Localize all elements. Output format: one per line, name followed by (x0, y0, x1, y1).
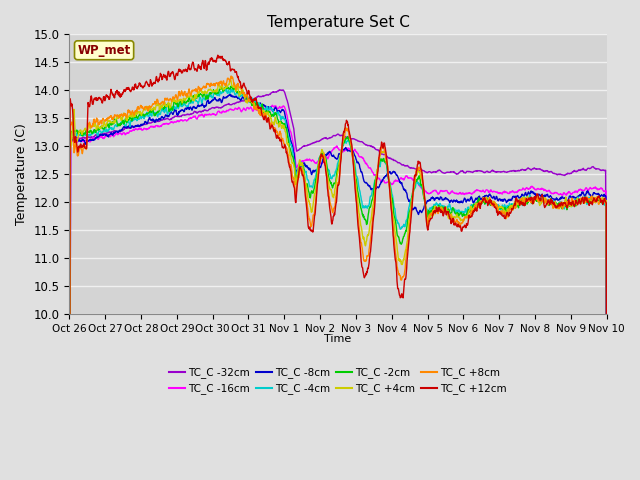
TC_C -16cm (305, 157, 313, 163)
TC_C -32cm (305, 142, 313, 148)
Line: TC_C -32cm: TC_C -32cm (69, 90, 607, 480)
TC_C -32cm (372, 146, 380, 152)
TC_C +8cm (294, 176, 301, 181)
TC_C -4cm (129, 116, 137, 121)
TC_C +4cm (129, 114, 137, 120)
TC_C +8cm (315, 167, 323, 172)
TC_C -8cm (305, 166, 313, 171)
TC_C -4cm (107, 125, 115, 131)
TC_C -8cm (372, 185, 380, 191)
TC_C -4cm (294, 167, 301, 173)
Line: TC_C +12cm: TC_C +12cm (69, 55, 607, 480)
Line: TC_C -2cm: TC_C -2cm (69, 86, 607, 480)
Text: WP_met: WP_met (77, 44, 131, 57)
TC_C -4cm (220, 85, 228, 91)
TC_C -32cm (276, 87, 284, 93)
TC_C +4cm (603, 368, 611, 373)
TC_C -8cm (65, 431, 73, 436)
TC_C +8cm (129, 109, 137, 115)
TC_C +8cm (227, 73, 235, 79)
TC_C -8cm (129, 124, 137, 130)
TC_C -8cm (603, 464, 611, 470)
TC_C -2cm (294, 173, 301, 179)
TC_C +12cm (372, 189, 380, 194)
Line: TC_C -4cm: TC_C -4cm (69, 88, 607, 480)
Title: Temperature Set C: Temperature Set C (267, 15, 410, 30)
TC_C -4cm (315, 159, 323, 165)
TC_C -4cm (603, 366, 611, 372)
TC_C -16cm (294, 163, 301, 169)
TC_C -2cm (315, 162, 323, 168)
Line: TC_C +4cm: TC_C +4cm (69, 79, 607, 480)
TC_C -8cm (107, 130, 115, 136)
Line: TC_C +8cm: TC_C +8cm (69, 76, 607, 480)
TC_C +8cm (107, 114, 115, 120)
TC_C -2cm (305, 189, 313, 195)
TC_C +12cm (214, 52, 221, 58)
TC_C -2cm (129, 116, 137, 121)
Y-axis label: Temperature (C): Temperature (C) (15, 123, 28, 225)
TC_C -16cm (372, 173, 380, 179)
TC_C -2cm (372, 177, 380, 182)
TC_C -32cm (129, 124, 137, 130)
X-axis label: Time: Time (324, 334, 351, 344)
TC_C -8cm (315, 165, 323, 170)
TC_C -32cm (107, 129, 115, 135)
TC_C -16cm (603, 417, 611, 422)
TC_C +4cm (315, 160, 323, 166)
TC_C -8cm (226, 92, 234, 97)
TC_C +12cm (294, 179, 301, 184)
TC_C +4cm (294, 170, 301, 176)
TC_C -16cm (315, 157, 323, 163)
TC_C +8cm (305, 214, 313, 220)
TC_C -32cm (315, 138, 323, 144)
Line: TC_C -16cm: TC_C -16cm (69, 105, 607, 480)
TC_C -2cm (107, 122, 115, 128)
Line: TC_C -8cm: TC_C -8cm (69, 95, 607, 467)
TC_C -4cm (305, 180, 313, 186)
TC_C -32cm (294, 148, 301, 154)
TC_C +8cm (372, 185, 380, 191)
Legend: TC_C -32cm, TC_C -16cm, TC_C -8cm, TC_C -4cm, TC_C -2cm, TC_C +4cm, TC_C +8cm, T: TC_C -32cm, TC_C -16cm, TC_C -8cm, TC_C … (165, 363, 511, 398)
TC_C +4cm (227, 76, 234, 82)
TC_C +12cm (107, 86, 115, 92)
TC_C -16cm (107, 132, 115, 138)
TC_C +4cm (107, 120, 115, 126)
TC_C -8cm (294, 167, 301, 172)
TC_C -16cm (268, 102, 276, 108)
TC_C +12cm (305, 224, 313, 230)
TC_C -32cm (603, 432, 611, 438)
TC_C +12cm (129, 85, 137, 91)
TC_C -2cm (218, 84, 225, 89)
TC_C +4cm (305, 198, 313, 204)
TC_C -4cm (372, 177, 380, 182)
TC_C -2cm (603, 367, 611, 373)
TC_C +12cm (315, 172, 323, 178)
TC_C +12cm (603, 368, 611, 373)
TC_C +4cm (372, 183, 380, 189)
TC_C -16cm (129, 127, 137, 133)
TC_C +8cm (603, 366, 611, 372)
